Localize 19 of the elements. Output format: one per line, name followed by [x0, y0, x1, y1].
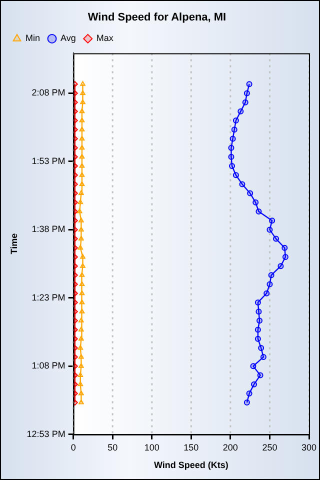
y-axis-title: Time [8, 233, 19, 254]
legend-label: Min [26, 33, 40, 44]
x-tick-label: 150 [184, 442, 199, 452]
x-tick-label: 100 [144, 442, 160, 452]
y-tick-label: 1:23 PM [32, 292, 66, 302]
x-tick-label: 250 [262, 442, 278, 452]
y-tick-label: 12:53 PM [26, 428, 66, 439]
x-axis-title: Wind Speed (Kts) [154, 460, 228, 470]
x-tick-label: 50 [108, 442, 118, 452]
y-tick-label: 1:53 PM [32, 156, 66, 166]
x-tick-label: 300 [301, 442, 317, 452]
legend-label: Avg [60, 33, 76, 44]
y-tick-label: 1:08 PM [32, 360, 66, 371]
legend-label: Max [96, 33, 114, 44]
y-tick-label: 2:08 PM [32, 88, 66, 98]
x-tick-label: 0 [70, 442, 76, 452]
y-tick-label: 1:38 PM [32, 224, 66, 234]
x-tick-label: 200 [222, 442, 238, 452]
chart-title: Wind Speed for Alpena, MI [88, 12, 226, 24]
